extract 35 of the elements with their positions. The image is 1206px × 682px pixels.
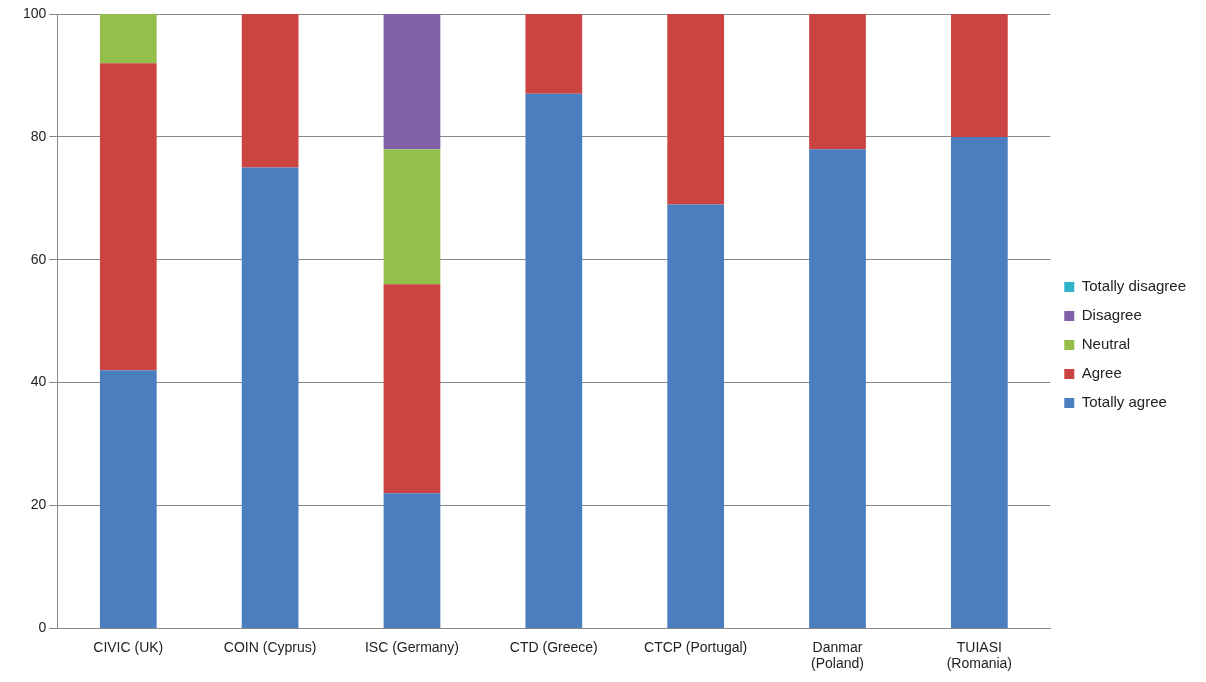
bar — [99, 14, 157, 64]
bar — [525, 93, 583, 628]
bar — [809, 149, 866, 628]
bar — [950, 14, 1008, 137]
legend-label: Totally agree — [1081, 393, 1167, 411]
x-tick-label: CTCP (Portugal) — [644, 638, 748, 655]
bar — [241, 14, 299, 168]
bar — [667, 14, 725, 205]
x-tick-label: COIN (Cyprus) — [223, 638, 317, 655]
bar — [241, 167, 299, 628]
x-tick-label: CTD (Greece) — [509, 638, 598, 655]
bar — [383, 284, 441, 494]
y-tick-label: 40 — [30, 373, 47, 390]
y-tick-label: 60 — [30, 250, 47, 267]
bar — [383, 14, 441, 150]
bar — [99, 370, 157, 628]
x-tick-label: Danmar (Poland) — [811, 638, 864, 672]
y-tick-label: 80 — [30, 127, 47, 144]
bar — [950, 136, 1008, 628]
x-tick-label: TUIASI (Romania) — [946, 638, 1013, 672]
legend-label: Totally disagree — [1081, 277, 1187, 295]
y-tick-label: 0 — [38, 619, 47, 636]
bar — [667, 204, 725, 628]
legend-label: Neutral — [1081, 335, 1131, 353]
bar — [525, 14, 583, 94]
y-tick-label: 20 — [30, 496, 47, 513]
legend-label: Disagree — [1081, 306, 1142, 324]
bar — [383, 493, 441, 628]
x-tick-label: CIVIC (UK) — [93, 638, 164, 655]
x-tick-label: ISC (Germany) — [364, 638, 460, 655]
bar — [99, 63, 157, 371]
bar — [809, 14, 866, 150]
legend-label: Agree — [1081, 364, 1122, 382]
y-tick-label: 100 — [23, 4, 47, 21]
bar — [383, 149, 441, 285]
